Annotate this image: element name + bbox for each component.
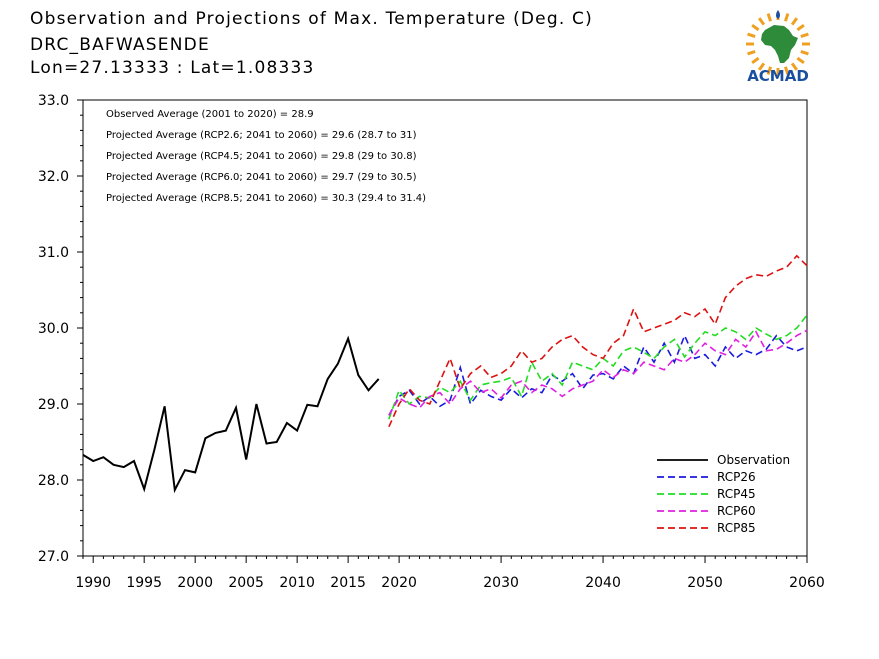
x-tick-label: 2015 [330,575,366,591]
legend-label: RCP26 [717,470,756,484]
sun-ray [783,66,790,75]
sun-ray [747,32,756,39]
x-tick-label: 1995 [126,575,162,591]
sun-ray [796,23,805,32]
average-annotation: Projected Average (RCP2.6; 2041 to 2060)… [106,130,417,141]
average-annotation: Projected Average (RCP6.0; 2041 to 2060)… [106,172,417,183]
average-annotation: Projected Average (RCP4.5; 2041 to 2060)… [106,151,417,162]
legend-label: RCP45 [717,487,756,501]
average-annotation: Projected Average (RCP8.5; 2041 to 2060)… [106,193,426,204]
annotations: Observed Average (2001 to 2020) = 28.9 Pr… [106,109,426,204]
x-tick-label: 2060 [789,575,825,591]
plot-frame [82,99,808,557]
x-tick-label: 2005 [228,575,264,591]
series-line-rcp60 [388,329,808,416]
y-axis: 27.0 28.0 29.0 30.0 31.0 32.0 33.0 [38,93,83,565]
x-tick-label: 2000 [177,575,213,591]
y-tick-label: 28.0 [38,473,69,489]
sun-ray [757,17,766,26]
sun-ray [800,32,809,39]
sun-ray [766,13,773,22]
sun-ray [747,49,756,56]
average-annotation: Observed Average (2001 to 2020) = 28.9 [106,109,314,120]
x-tick-label: 2040 [585,575,621,591]
y-tick-label: 27.0 [38,549,69,565]
y-tick-label: 31.0 [38,245,69,261]
legend-label: RCP60 [717,504,756,518]
y-tick-label: 30.0 [38,321,69,337]
series-line-rcp45 [388,314,808,420]
sun-ray [800,49,809,56]
series-layer [82,254,808,494]
y-tick-label: 29.0 [38,397,69,413]
sun-ray [766,66,773,75]
series-line-rcp85 [388,254,808,428]
sun-ray [796,56,805,65]
sun-ray [790,17,799,26]
x-tick-label: 1990 [75,575,111,591]
africa-shape-icon [761,25,798,63]
legend-label: Observation [717,453,790,467]
legend: Observation RCP26 RCP45 RCP60 RCP85 [657,453,790,535]
legend-label: RCP85 [717,521,756,535]
station-coordinates: Lon=27.13333 : Lat=1.08333 [30,58,315,78]
africa-sun-logo-icon: ACMAD [746,10,810,84]
logo-text: ACMAD [747,67,809,84]
sun-ray [751,23,760,32]
x-axis: 1990 1995 2000 2005 2010 2015 2020 2030 2040 2050… [75,556,825,591]
x-tick-label: 2020 [381,575,417,591]
x-tick-label: 2050 [687,575,723,591]
series-line-observation [82,335,380,494]
station-name: DRC_BAFWASENDE [30,35,210,55]
x-tick-label: 2010 [279,575,315,591]
sun-ray [790,62,799,71]
sun-ray [751,56,760,65]
water-drop-icon [776,10,780,19]
chart-title: Observation and Projections of Max. Temp… [30,9,593,29]
y-tick-label: 32.0 [38,169,69,185]
y-tick-label: 33.0 [38,93,69,109]
x-tick-label: 2030 [483,575,519,591]
sun-ray [757,62,766,71]
series-line-rcp26 [388,333,808,416]
sun-ray [783,13,790,22]
